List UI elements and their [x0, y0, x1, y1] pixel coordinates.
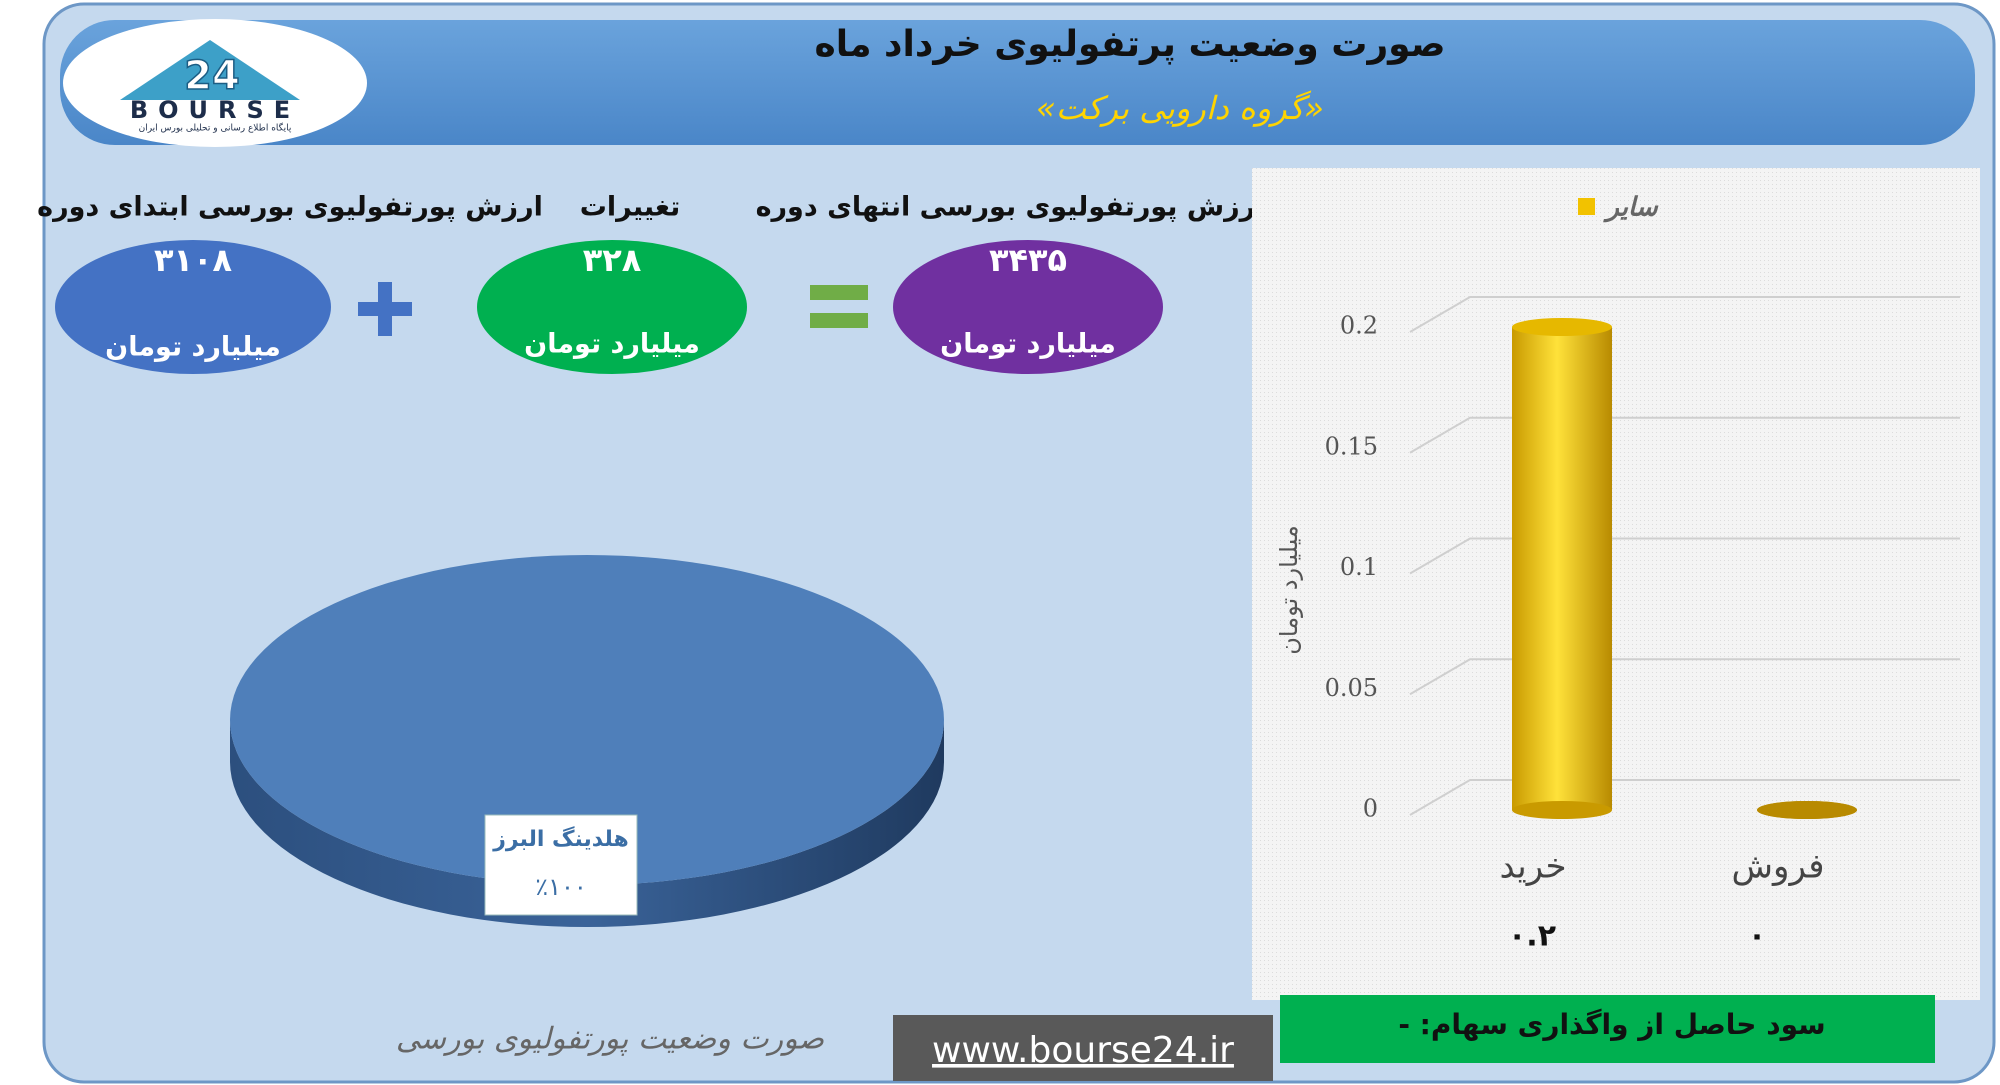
category-label: هلدینگ البرز [492, 825, 629, 852]
equals-sign [810, 285, 868, 300]
logo-name: BOURSE [130, 96, 300, 124]
pie-caption: صورت وضعیت پورتفولیوی بورسی [396, 1022, 825, 1057]
summary-unit: میلیارد تومان [105, 332, 281, 363]
summary-value: ۳۱۰۸ [154, 241, 233, 279]
y-tick-label: 0 [1363, 795, 1378, 823]
bar-base [1512, 801, 1612, 819]
summary-value: ۳۴۳۵ [989, 241, 1067, 279]
summary-value: ۳۲۸ [583, 241, 642, 279]
summary-label: تغییرات [580, 192, 681, 223]
header-title: صورت وضعیت پرتفولیوی خرداد ماه [814, 24, 1445, 65]
y-tick-label: 0.2 [1340, 312, 1378, 340]
website-box [893, 1015, 1273, 1081]
pie-side [230, 720, 944, 927]
data-label: ٪۱۰۰ [535, 873, 587, 901]
x-tick-label: فروش [1732, 847, 1825, 887]
bar [1512, 327, 1612, 810]
summary-unit: میلیارد تومان [524, 329, 700, 360]
grid-line [1409, 416, 1960, 454]
data-label: ۰.۲ [1508, 919, 1556, 954]
profit-box [1280, 995, 1935, 1063]
plus-sign [358, 282, 412, 336]
bar-top [1512, 318, 1612, 336]
equals-sign [810, 313, 868, 328]
y-tick-label: 0.1 [1340, 553, 1378, 581]
legend-label: سایر [1602, 193, 1659, 223]
y-tick-label: 0.05 [1325, 674, 1378, 702]
logo-roof [120, 40, 300, 100]
grid-line [1409, 537, 1960, 575]
grid-line [1409, 658, 1960, 696]
logo-tagline: پایگاه اطلاع رسانی و تحلیلی بورس ایران [139, 122, 292, 134]
data-label: ۰ [1748, 919, 1766, 954]
header-subtitle: «گروه دارویی برکت» [1036, 89, 1324, 127]
header-bar [60, 20, 1975, 145]
y-axis-label: میلیارد تومان [1275, 525, 1303, 654]
legend-swatch [1578, 198, 1595, 215]
data-label-box [484, 814, 638, 916]
profit-text: سود حاصل از واگذاری سهام: - [1398, 1008, 1825, 1041]
website[interactable]: www.bourse24.ir [932, 1030, 1234, 1071]
bar-chart-area [1252, 168, 1980, 1000]
summary-bubble [893, 240, 1163, 374]
summary-unit: میلیارد تومان [940, 329, 1116, 360]
pie-slice [230, 555, 944, 885]
bar-top [1757, 801, 1857, 819]
logo-number: 24 [184, 53, 240, 99]
summary-bubble [55, 240, 331, 374]
summary-label: ارزش پورتفولیوی بورسی ابتدای دوره [37, 192, 543, 223]
grid-line [1409, 296, 1960, 333]
grid-line [1409, 779, 1960, 816]
x-tick-label: خرید [1499, 847, 1566, 887]
y-tick-label: 0.15 [1325, 432, 1378, 460]
summary-bubble [477, 240, 747, 374]
summary-label: ارزش پورتفولیوی بورسی انتهای دوره [756, 192, 1265, 223]
